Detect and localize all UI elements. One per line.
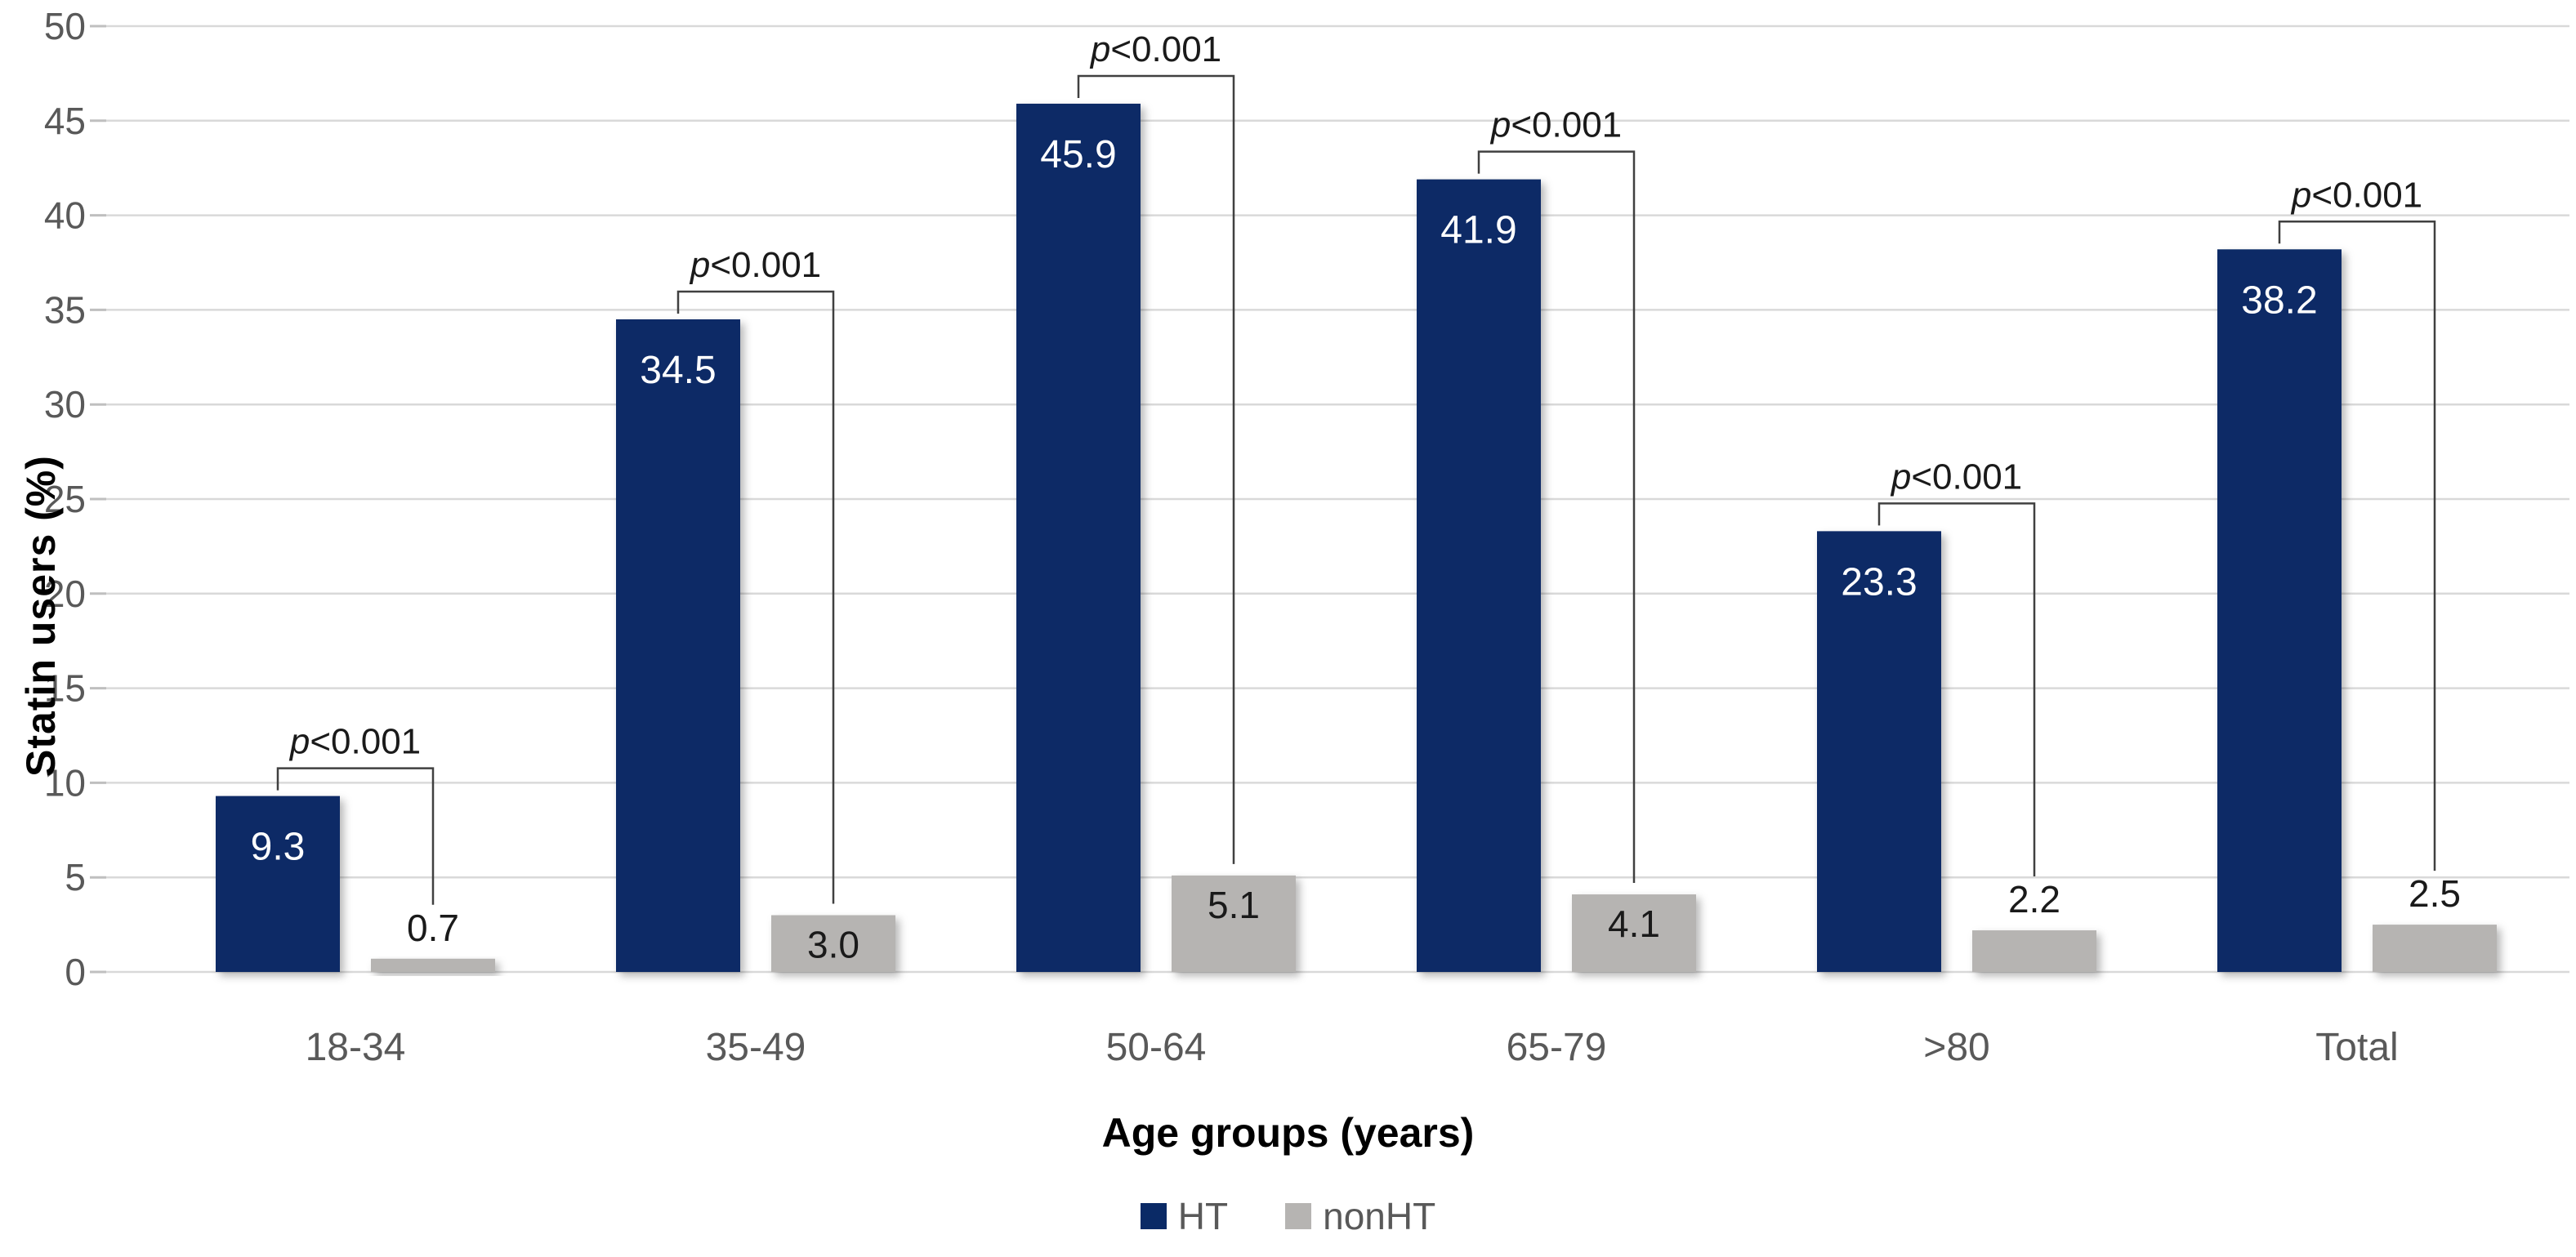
y-tick-label-35: 35 [44, 288, 86, 331]
significance-bracket-35-49 [676, 290, 835, 904]
x-category-label-18-34: 18-34 [306, 1026, 406, 1069]
value-label-ht-35-49: 34.5 [640, 349, 716, 392]
bar-nonht-65-79 [1572, 894, 1696, 972]
significance-bracket-18-34 [276, 767, 435, 905]
value-label-nonht->80: 2.2 [2008, 878, 2060, 920]
p-value-label-18-34: p<0.001 [288, 722, 421, 762]
bar-nonht-35-49 [771, 915, 895, 972]
y-axis-title: Statin users (%) [18, 455, 64, 777]
value-label-nonht-65-79: 4.1 [1608, 903, 1660, 945]
value-label-ht-50-64: 45.9 [1040, 133, 1116, 176]
value-label-ht-Total: 38.2 [2241, 279, 2317, 322]
p-value-label-50-64: p<0.001 [1089, 29, 1221, 69]
y-tick-label-0: 0 [65, 951, 86, 993]
y-tick-label-10: 10 [44, 761, 86, 804]
x-category-label-65-79: 65-79 [1507, 1026, 1607, 1069]
p-value-label-Total: p<0.001 [2290, 175, 2422, 215]
value-label-ht->80: 23.3 [1841, 560, 1917, 604]
y-tick-label-45: 45 [44, 100, 86, 142]
y-tick-label-5: 5 [65, 856, 86, 898]
value-label-ht-18-34: 9.3 [251, 826, 306, 869]
value-label-ht-65-79: 41.9 [1440, 209, 1516, 252]
x-category-label-50-64: 50-64 [1106, 1026, 1207, 1069]
legend-label-ht: HT [1177, 1195, 1229, 1237]
legend-item-ht: HT [1140, 1194, 1229, 1238]
bar-ht-35-49 [616, 319, 740, 973]
significance-bracket->80 [1877, 502, 2036, 877]
bar-ht-50-64 [1016, 103, 1141, 972]
bar-ht-18-34 [216, 796, 340, 972]
value-label-nonht-50-64: 5.1 [1208, 884, 1260, 926]
bar-nonht->80 [1972, 930, 2096, 972]
y-tick-label-30: 30 [44, 383, 86, 426]
ht-swatch-icon [1140, 1203, 1167, 1229]
value-label-nonht-18-34: 0.7 [407, 907, 459, 949]
legend-item-nonht: nonHT [1285, 1194, 1435, 1238]
y-tick-label-15: 15 [44, 667, 86, 710]
x-category-label-35-49: 35-49 [706, 1026, 806, 1069]
value-label-nonht-35-49: 3.0 [807, 924, 859, 966]
p-value-label-65-79: p<0.001 [1489, 105, 1622, 145]
x-category-label->80: >80 [1923, 1026, 1989, 1069]
bar-nonht-18-34 [371, 958, 495, 972]
y-tick-label-25: 25 [44, 478, 86, 520]
value-label-nonht-Total: 2.5 [2409, 872, 2461, 915]
bar-ht-65-79 [1417, 179, 1541, 972]
bar-ht-Total [2217, 249, 2342, 973]
bar-nonht-50-64 [1172, 875, 1296, 972]
x-category-label-Total: Total [2315, 1026, 2398, 1069]
p-value-label->80: p<0.001 [1890, 457, 2022, 497]
x-axis-title: Age groups (years) [1101, 1110, 1475, 1156]
significance-bracket-65-79 [1477, 150, 1636, 884]
y-tick-label-40: 40 [44, 194, 86, 237]
y-tick-label-50: 50 [44, 5, 86, 47]
legend-label-nonht: nonHT [1323, 1195, 1436, 1237]
p-value-label-35-49: p<0.001 [689, 245, 821, 285]
significance-bracket-50-64 [1077, 74, 1235, 864]
y-tick-label-20: 20 [44, 573, 86, 615]
bar-ht->80 [1817, 531, 1941, 972]
bar-nonht-Total [2373, 925, 2497, 972]
legend: HT nonHT [0, 1194, 2576, 1238]
significance-bracket-Total [2278, 221, 2436, 871]
nonht-swatch-icon [1285, 1203, 1312, 1229]
